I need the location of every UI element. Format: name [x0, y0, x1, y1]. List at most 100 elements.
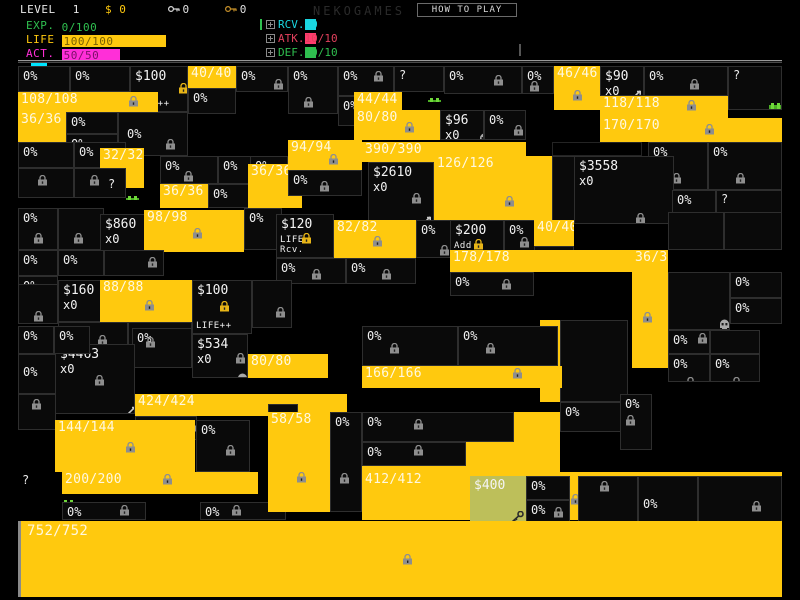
hp-bar-cell[interactable]: 166/166 — [362, 366, 562, 388]
hp-bar-cell[interactable]: 98/98 — [144, 210, 244, 252]
grid-cell[interactable] — [18, 284, 58, 324]
percent-cell[interactable]: 0% — [620, 394, 652, 450]
price-cell[interactable]: $90 x0 — [600, 66, 644, 96]
upgrade-cell[interactable]: $100 LIFE++ — [192, 280, 252, 334]
percent-cell[interactable]: 0% — [346, 258, 416, 284]
hp-bar-cell[interactable]: 178/178 — [450, 250, 650, 272]
percent-cell[interactable]: 0% — [648, 142, 708, 190]
grid-cell[interactable] — [18, 168, 74, 198]
percent-cell[interactable]: 0% — [526, 476, 570, 500]
percent-cell[interactable]: 0% — [638, 476, 698, 524]
hp-bar-cell[interactable]: 94/94 — [288, 140, 362, 170]
grid-cell[interactable] — [552, 142, 642, 156]
percent-cell[interactable]: 0% — [18, 326, 54, 354]
grid-cell[interactable] — [724, 212, 782, 250]
percent-cell[interactable]: 0% — [18, 208, 58, 250]
hp-bar-cell[interactable]: 58/58 — [268, 412, 330, 512]
upgrade-cell[interactable]: $120 LIFE Rcv. — [276, 214, 334, 258]
grid-cell[interactable] — [560, 320, 628, 402]
percent-cell[interactable]: 0% — [118, 112, 188, 156]
percent-cell[interactable]: 0% — [730, 272, 782, 298]
percent-cell[interactable]: 0% — [710, 354, 760, 382]
percent-cell[interactable]: 0% — [522, 66, 554, 94]
percent-cell[interactable]: 0% — [18, 142, 74, 168]
price-cell[interactable]: $534 x0 — [192, 334, 248, 378]
hp-bar-cell[interactable]: 40/40 — [534, 220, 574, 246]
hp-bar-cell[interactable]: 80/80 — [354, 110, 440, 140]
hp-bar-cell[interactable]: 170/170 — [600, 118, 782, 142]
percent-cell[interactable]: 0% — [58, 250, 104, 276]
grid-cell[interactable] — [698, 476, 782, 524]
percent-cell[interactable]: 0% — [70, 66, 130, 92]
unknown-cell[interactable]: ? — [18, 472, 62, 506]
price-cell[interactable]: $3558 x0 — [574, 156, 674, 224]
percent-cell[interactable]: 0% — [444, 66, 522, 94]
hp-bar-cell[interactable]: 40/40 — [188, 66, 236, 88]
percent-cell[interactable]: 0% — [62, 502, 146, 520]
price-cell[interactable]: $96 x0 — [440, 110, 484, 140]
percent-cell[interactable]: 0% — [236, 66, 288, 92]
percent-cell[interactable]: 0% — [18, 354, 56, 394]
hp-bar-cell[interactable]: 80/80 — [248, 354, 328, 378]
grid-cell[interactable] — [74, 168, 126, 198]
how-to-play-button[interactable]: HOW TO PLAY — [417, 3, 517, 17]
percent-cell[interactable]: 0% — [288, 170, 362, 196]
grid-cell[interactable] — [668, 212, 724, 250]
percent-cell[interactable]: 0% — [484, 110, 526, 140]
hp-bar-cell[interactable]: 126/126 — [434, 156, 552, 224]
percent-cell[interactable]: 0% — [644, 66, 728, 96]
stat-def[interactable]: DEF.10/10 — [266, 46, 338, 60]
percent-cell[interactable]: 0% — [66, 112, 118, 134]
percent-cell[interactable]: 0% — [132, 328, 192, 368]
gem-cell[interactable] — [126, 190, 140, 200]
price-cell[interactable]: $160 x0 — [58, 280, 104, 322]
grid-cell[interactable] — [710, 330, 760, 354]
percent-cell[interactable]: 0% — [330, 412, 362, 512]
grid-cell[interactable] — [668, 272, 730, 330]
percent-cell[interactable]: 0% — [416, 220, 454, 258]
bottom-progress-bar[interactable]: 752/752 — [18, 521, 782, 597]
percent-cell[interactable]: 0% — [362, 442, 466, 466]
hp-bar-cell[interactable]: 118/118 — [600, 96, 728, 118]
percent-cell[interactable]: 0% — [708, 142, 782, 190]
hp-bar-cell[interactable]: 82/82 — [334, 220, 416, 258]
grid-cell[interactable] — [104, 250, 164, 276]
percent-cell[interactable]: 0% — [560, 402, 628, 432]
percent-cell[interactable]: 0% — [188, 88, 236, 114]
hp-bar-cell[interactable]: 200/200 — [62, 472, 258, 494]
percent-cell[interactable]: 0% — [18, 66, 70, 92]
plus-icon[interactable] — [266, 34, 275, 43]
percent-cell[interactable]: 0% — [362, 326, 458, 366]
hp-bar-cell[interactable]: 144/144 — [55, 420, 195, 472]
percent-cell[interactable]: 0% — [196, 420, 250, 472]
unknown-cell[interactable]: ? — [394, 66, 444, 92]
percent-cell[interactable]: 0% — [276, 258, 346, 284]
grid-cell[interactable] — [58, 208, 104, 250]
hp-bar-cell[interactable]: 46/46 — [554, 66, 600, 110]
grid-cell[interactable] — [18, 394, 56, 430]
percent-cell[interactable]: 0% — [362, 412, 514, 442]
percent-cell[interactable]: 0% — [668, 330, 710, 354]
percent-cell[interactable]: 0% — [730, 298, 782, 324]
grid-cell[interactable] — [252, 280, 292, 328]
plus-icon[interactable] — [266, 20, 275, 29]
price-cell[interactable]: $4463 x0 — [55, 344, 135, 414]
grid-cell[interactable] — [578, 476, 638, 524]
hp-bar-cell[interactable]: 36/36 — [632, 250, 668, 368]
price-cell[interactable]: $2610 x0 — [368, 162, 434, 224]
percent-cell[interactable]: 0% — [288, 66, 338, 114]
percent-cell[interactable]: 0% — [668, 354, 710, 382]
hp-bar-cell[interactable]: 44/44 — [354, 92, 402, 110]
plus-icon[interactable] — [266, 48, 275, 57]
stat-atk[interactable]: ATK.10/10 — [266, 32, 338, 46]
key-cell[interactable]: $400 — [470, 476, 526, 524]
hp-bar-cell[interactable]: 36/36 — [160, 184, 208, 208]
percent-cell[interactable]: 0% — [160, 156, 218, 184]
unknown-cell[interactable]: ? — [728, 66, 782, 110]
stat-rcv[interactable]: RCV.10 — [266, 18, 338, 32]
percent-cell[interactable]: 0% — [54, 326, 90, 354]
unknown-cell[interactable]: ? — [104, 176, 132, 200]
gem-cell[interactable] — [428, 92, 442, 102]
percent-cell[interactable]: 0% — [244, 208, 282, 250]
percent-cell[interactable]: 0% — [458, 326, 558, 366]
